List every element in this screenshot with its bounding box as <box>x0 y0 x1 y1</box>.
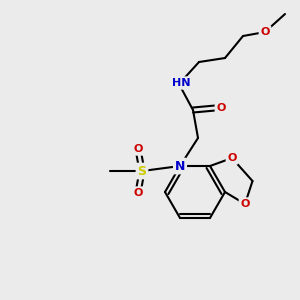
Text: HN: HN <box>172 78 190 88</box>
Text: N: N <box>175 160 185 172</box>
Text: O: O <box>240 199 250 209</box>
Text: S: S <box>137 164 146 178</box>
Text: O: O <box>133 188 143 198</box>
Text: O: O <box>260 27 270 37</box>
Text: O: O <box>227 153 237 163</box>
Text: O: O <box>216 103 226 113</box>
Text: O: O <box>133 144 143 154</box>
